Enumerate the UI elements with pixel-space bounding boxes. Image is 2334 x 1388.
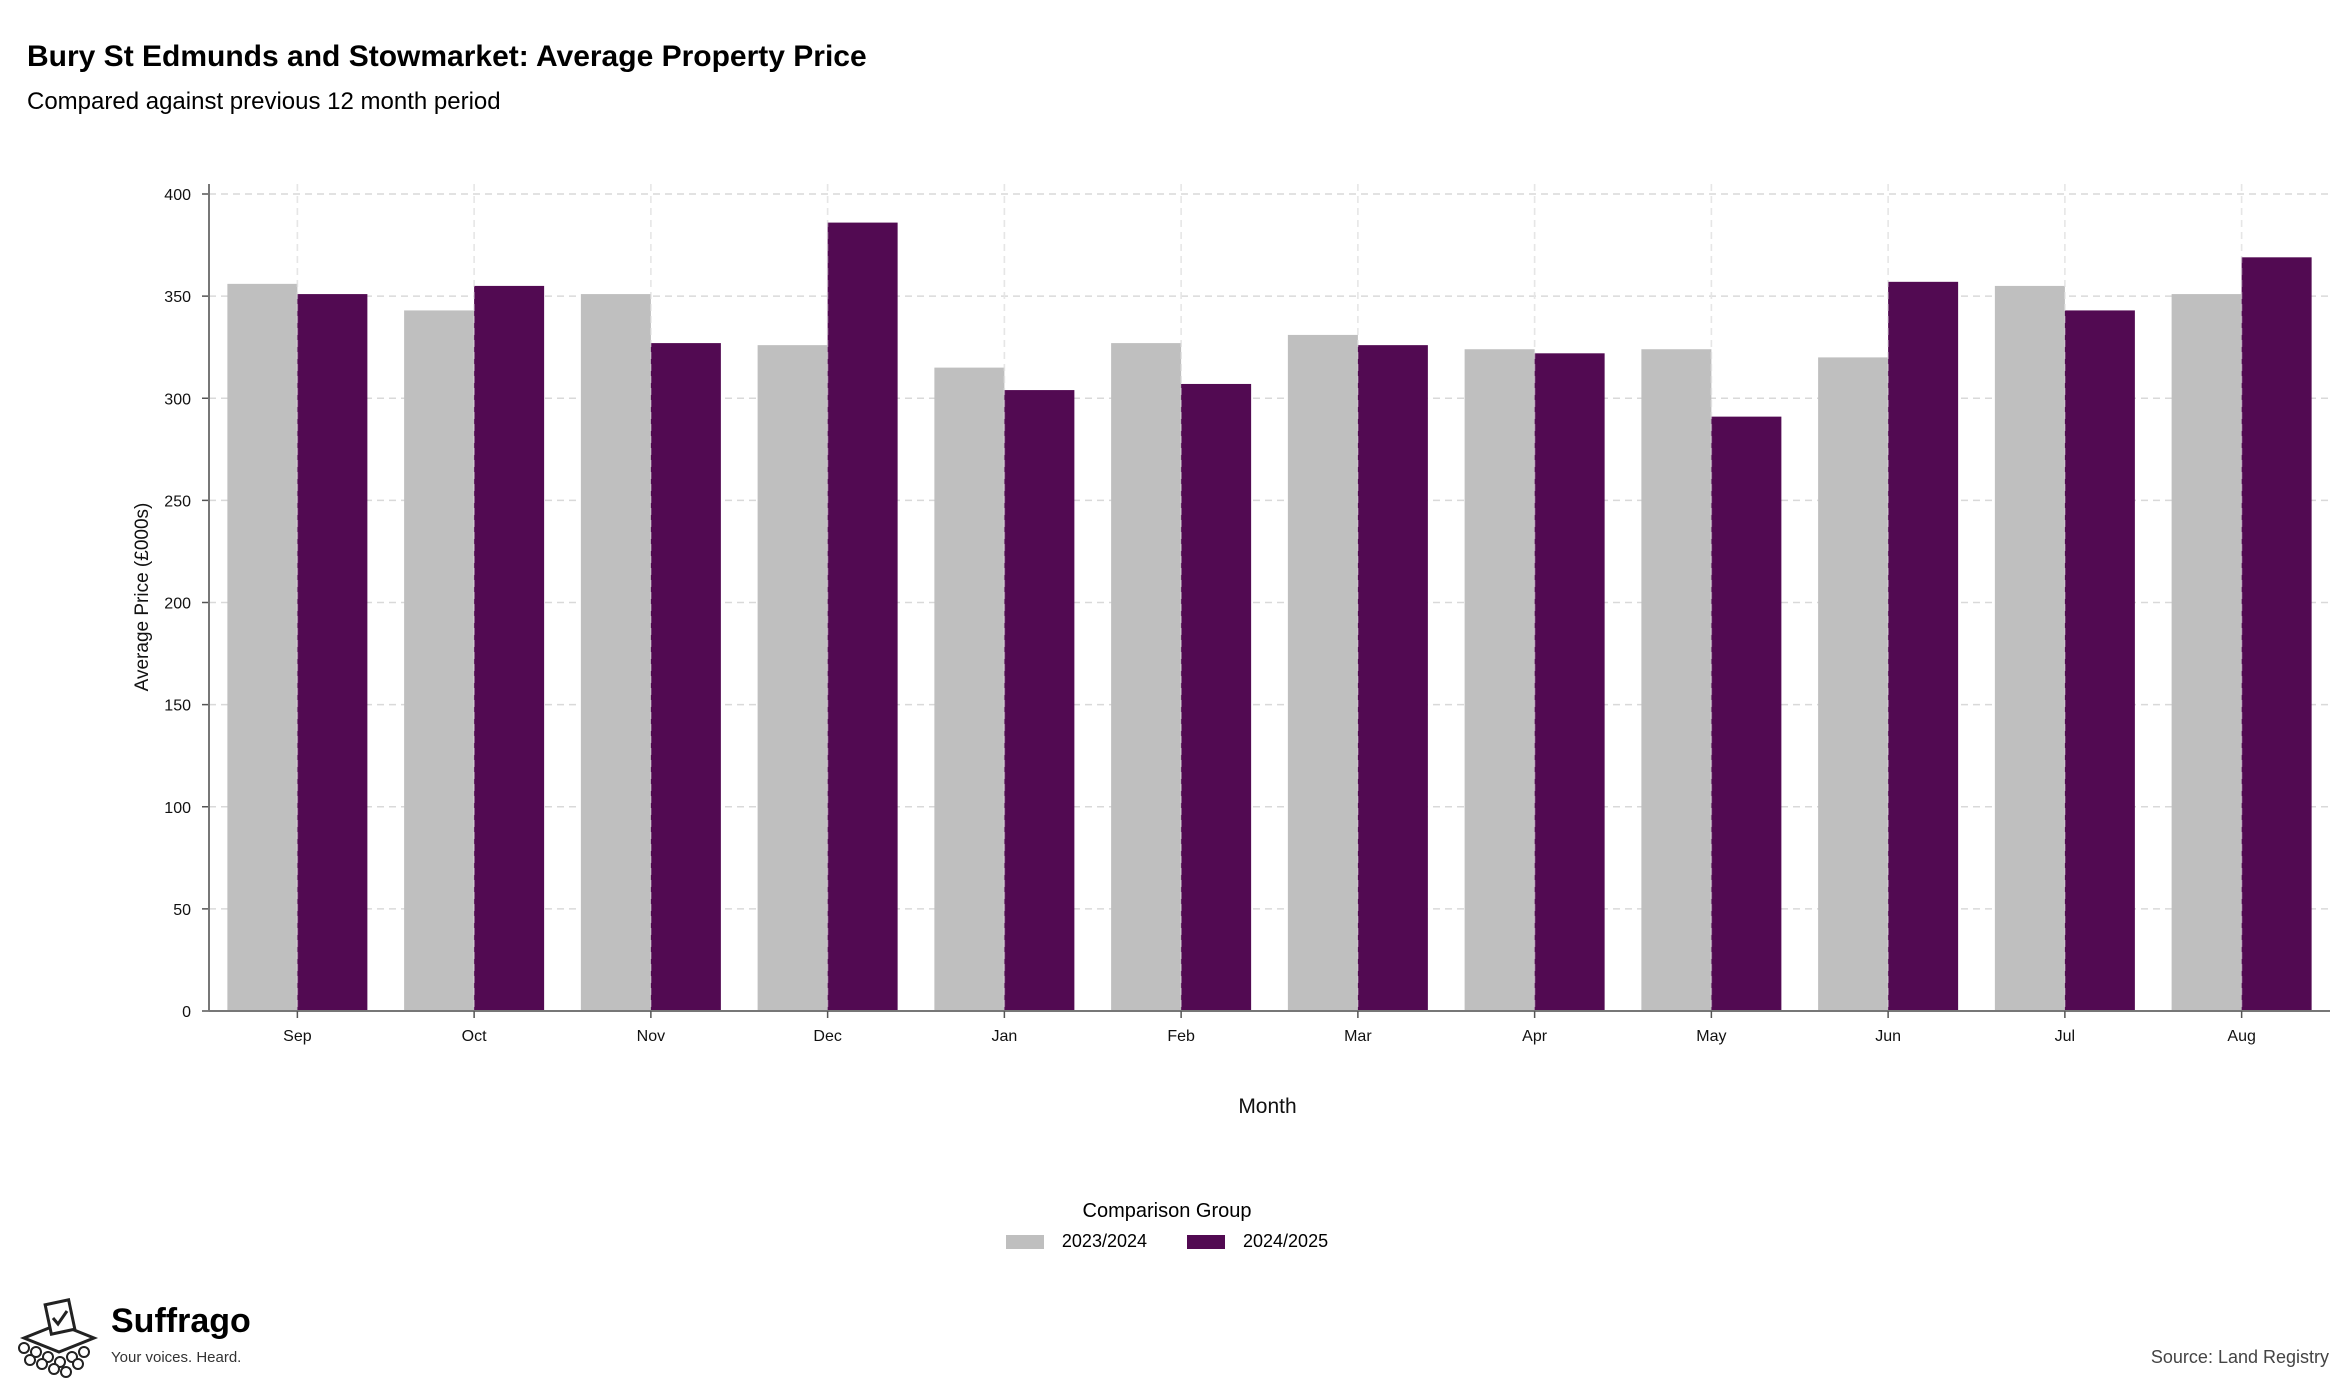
x-tick-label: Nov bbox=[637, 1028, 665, 1045]
x-tick-label: May bbox=[1696, 1028, 1726, 1045]
x-tick-label: Jan bbox=[991, 1028, 1017, 1045]
bar-2024-2025-nov bbox=[650, 343, 721, 1011]
bar-2023-2024-jun bbox=[1818, 357, 1889, 1011]
legend-item-curr: 2024/2025 bbox=[1187, 1231, 1328, 1252]
bar-2024-2025-oct bbox=[474, 285, 545, 1012]
bar-2023-2024-may bbox=[1641, 349, 1712, 1012]
bar-2023-2024-jan bbox=[934, 367, 1005, 1011]
y-tick-label: 0 bbox=[182, 1004, 191, 1021]
legend-item-prev: 2023/2024 bbox=[1005, 1231, 1147, 1252]
bar-2024-2025-mar bbox=[1357, 345, 1428, 1011]
bar-2024-2025-feb bbox=[1181, 383, 1252, 1011]
bar-2023-2024-aug bbox=[2171, 294, 2242, 1011]
legend-label-curr: 2024/2025 bbox=[1243, 1231, 1329, 1251]
y-tick-label: 300 bbox=[164, 391, 191, 408]
chart-title: Bury St Edmunds and Stowmarket: Average … bbox=[27, 40, 867, 73]
bar-2023-2024-dec bbox=[757, 345, 828, 1011]
bar-2023-2024-sep bbox=[227, 283, 298, 1011]
legend-label-prev: 2023/2024 bbox=[1061, 1231, 1147, 1251]
bar-2024-2025-jan bbox=[1004, 390, 1075, 1012]
bar-2023-2024-oct bbox=[404, 310, 475, 1011]
y-tick-label: 100 bbox=[164, 800, 191, 817]
y-tick-label: 200 bbox=[164, 596, 191, 613]
y-axis-title: Average Price (£000s) bbox=[132, 503, 153, 692]
x-tick-label: Dec bbox=[813, 1028, 841, 1045]
y-tick-label: 400 bbox=[164, 187, 191, 204]
bar-2024-2025-jun bbox=[1888, 281, 1959, 1011]
y-tick-label: 350 bbox=[164, 289, 191, 306]
source-note: Source: Land Registry bbox=[2150, 1347, 2329, 1367]
legend-swatch-curr bbox=[1187, 1234, 1225, 1249]
bar-2024-2025-aug bbox=[2241, 257, 2312, 1011]
legend-title: Comparison Group bbox=[1082, 1200, 1252, 1222]
x-tick-label: Feb bbox=[1167, 1028, 1195, 1045]
bar-2024-2025-jul bbox=[2064, 310, 2135, 1011]
bar-2024-2025-apr bbox=[1534, 353, 1605, 1011]
legend: Comparison Group 2023/2024 2024/2025 bbox=[0, 1200, 2334, 1252]
bar-2024-2025-may bbox=[1711, 416, 1782, 1011]
bar-2023-2024-apr bbox=[1464, 349, 1535, 1012]
bar-2023-2024-feb bbox=[1111, 343, 1182, 1011]
bar-2023-2024-jul bbox=[1994, 285, 2065, 1012]
x-tick-label: Aug bbox=[2227, 1028, 2255, 1045]
x-tick-label: Sep bbox=[283, 1028, 312, 1045]
bar-2024-2025-sep bbox=[297, 294, 368, 1011]
x-tick-label: Oct bbox=[462, 1028, 487, 1045]
x-tick-label: Apr bbox=[1522, 1028, 1548, 1045]
bar-2023-2024-mar bbox=[1287, 334, 1358, 1011]
x-tick-label: Jul bbox=[2055, 1028, 2075, 1045]
ballot-box-logo-icon bbox=[18, 1298, 99, 1378]
x-tick-label: Jun bbox=[1875, 1028, 1901, 1045]
logo-tagline: Your voices. Heard. bbox=[111, 1349, 242, 1366]
bar-2024-2025-dec bbox=[827, 222, 898, 1012]
chart-subtitle: Compared against previous 12 month perio… bbox=[27, 88, 501, 115]
y-tick-label: 250 bbox=[164, 493, 191, 510]
x-axis-title: Month bbox=[1238, 1095, 1296, 1118]
logo-name: Suffrago bbox=[111, 1302, 251, 1340]
y-tick-label: 50 bbox=[173, 902, 191, 919]
legend-swatch-prev bbox=[1005, 1234, 1044, 1249]
bar-2023-2024-nov bbox=[580, 294, 651, 1011]
y-tick-label: 150 bbox=[164, 698, 191, 715]
x-tick-label: Mar bbox=[1344, 1028, 1372, 1045]
